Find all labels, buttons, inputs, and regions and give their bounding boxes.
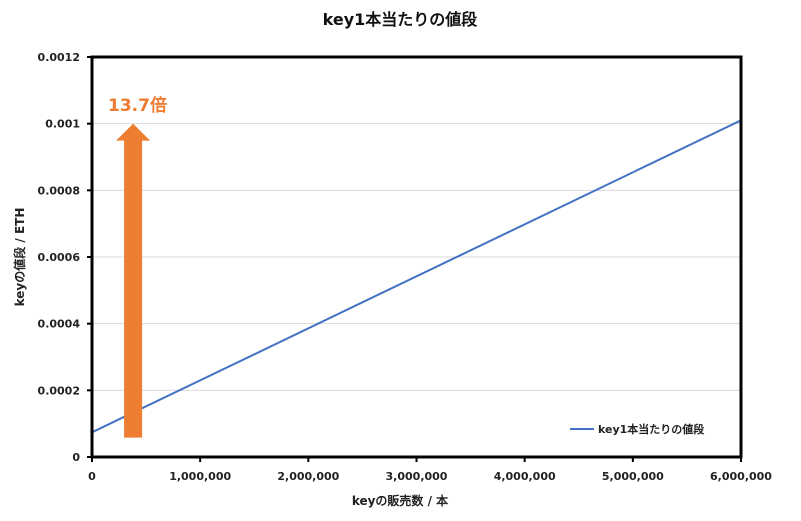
x-tick-label: 0: [88, 470, 96, 483]
plot-border: [90, 55, 743, 459]
x-tick-label: 6,000,000: [710, 470, 772, 483]
x-tick-label: 2,000,000: [277, 470, 339, 483]
y-tick-label: 0.0006: [38, 251, 81, 264]
y-tick-label: 0.0012: [38, 51, 80, 64]
annotation-label: 13.7倍: [108, 95, 167, 116]
x-tick-label: 4,000,000: [494, 470, 556, 483]
y-tick-label: 0.0004: [38, 318, 81, 331]
chart-title: key1本当たりの値段: [323, 10, 479, 29]
x-axis-label: keyの販売数 / 本: [352, 493, 448, 508]
x-tick-label: 1,000,000: [169, 470, 231, 483]
y-tick-label: 0.001: [45, 118, 80, 131]
y-tick-label: 0.0008: [38, 184, 80, 197]
up-arrow: [116, 123, 151, 438]
y-axis-label: keyの値段 / ETH: [12, 208, 27, 307]
x-tick-label: 3,000,000: [386, 470, 448, 483]
y-tick-label: 0.0002: [38, 384, 80, 397]
x-tick-label: 5,000,000: [602, 470, 664, 483]
series-line: [91, 119, 742, 434]
legend: key1本当たりの値段: [570, 422, 704, 436]
legend-label: key1本当たりの値段: [598, 422, 704, 436]
y-tick-label: 0: [72, 451, 80, 464]
